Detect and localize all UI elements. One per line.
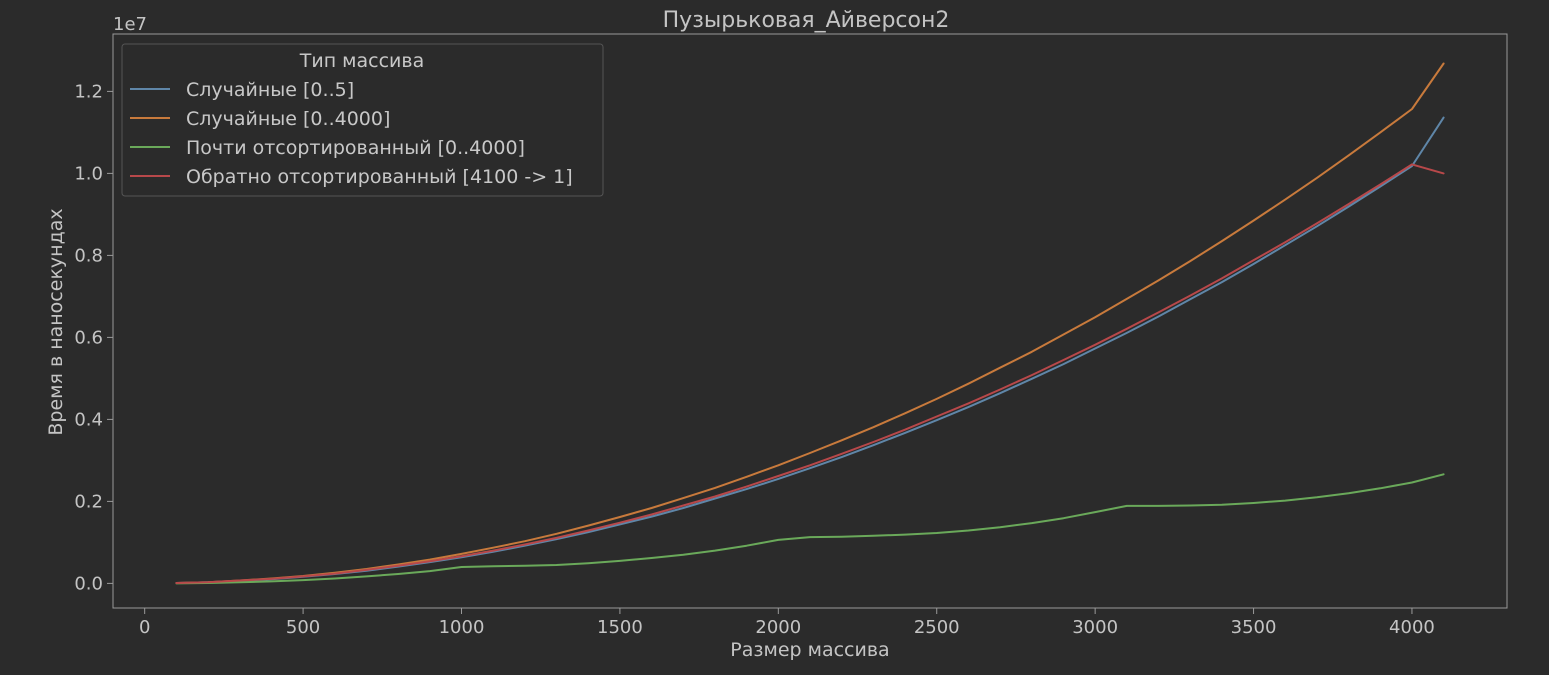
- y-tick-label: 0.0: [74, 573, 103, 594]
- y-offset-label: 1e7: [113, 14, 147, 35]
- x-tick-label: 2000: [755, 617, 801, 638]
- legend: Тип массива Случайные [0..5] Случайные [0…: [121, 43, 604, 197]
- chart-title: Пузырьковая_Айверсон2: [663, 8, 950, 33]
- series-line-4: [175, 163, 1445, 584]
- series-line-2: [175, 62, 1445, 584]
- plot-frame: [112, 33, 1508, 609]
- x-tick-label: 500: [286, 617, 320, 638]
- x-tick-label: 3500: [1231, 617, 1277, 638]
- y-axis: 0.0 0.2 0.4 0.6 0.8 1.0 1.2: [74, 81, 113, 594]
- series-line-3: [175, 473, 1445, 585]
- x-tick-label: 4000: [1389, 617, 1435, 638]
- series-lines: [175, 62, 1445, 585]
- legend-label-1: Случайные [0..5]: [186, 79, 354, 101]
- x-axis-label: Размер массива: [730, 639, 889, 661]
- x-tick-label: 2500: [914, 617, 960, 638]
- legend-label-3: Почти отсортированный [0..4000]: [186, 137, 525, 159]
- y-tick-label: 0.6: [74, 327, 103, 348]
- legend-label-4: Обратно отсортированный [4100 -> 1]: [186, 166, 573, 188]
- y-tick-label: 1.0: [74, 163, 103, 184]
- x-axis: 0 500 1000 1500 2000 2500 3000 3500 4000: [139, 608, 1435, 638]
- x-tick-label: 3000: [1072, 617, 1118, 638]
- x-tick-label: 1000: [439, 617, 485, 638]
- y-tick-label: 0.2: [74, 491, 103, 512]
- y-tick-label: 0.4: [74, 409, 103, 430]
- x-tick-label: 1500: [597, 617, 643, 638]
- legend-box: [121, 43, 604, 197]
- y-tick-label: 1.2: [74, 81, 103, 102]
- y-axis-label: Время в наносекундах: [45, 208, 67, 435]
- legend-title: Тип массива: [299, 50, 424, 72]
- legend-label-2: Случайные [0..4000]: [186, 108, 390, 130]
- y-tick-label: 0.8: [74, 245, 103, 266]
- x-tick-label: 0: [139, 617, 150, 638]
